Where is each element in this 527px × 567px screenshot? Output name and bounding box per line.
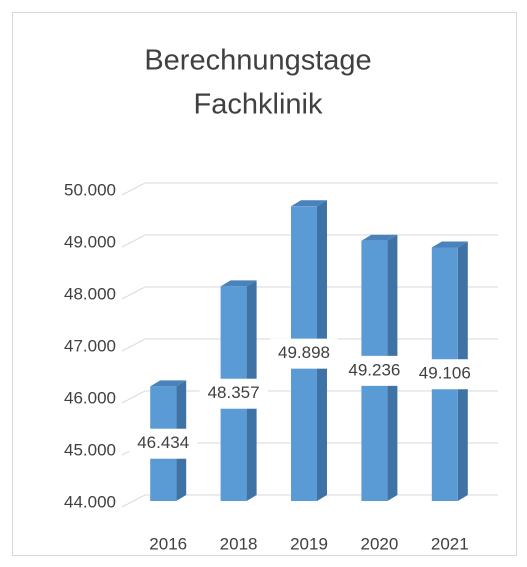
y-tick-label: 45.000 bbox=[64, 440, 116, 459]
bar-top bbox=[150, 380, 187, 387]
y-tick-label: 50.000 bbox=[64, 180, 116, 199]
grid-line bbox=[121, 182, 498, 196]
bar-top bbox=[291, 200, 327, 207]
bar-top bbox=[220, 280, 257, 287]
chart-title: Berechnungstage bbox=[144, 45, 371, 77]
y-tick-label: 49.000 bbox=[64, 232, 116, 251]
x-tick-label: 2021 bbox=[431, 534, 469, 553]
y-tick-label: 46.000 bbox=[64, 388, 116, 407]
y-tick-label: 44.000 bbox=[64, 492, 116, 511]
value-label-box bbox=[270, 338, 338, 369]
chart-title: Fachklinik bbox=[194, 89, 323, 121]
value-label: 49.106 bbox=[419, 364, 471, 383]
value-label: 49.898 bbox=[278, 343, 330, 362]
x-tick-label: 2018 bbox=[220, 534, 258, 553]
value-label-box bbox=[199, 378, 268, 409]
value-label: 46.434 bbox=[137, 433, 189, 452]
y-tick-label: 47.000 bbox=[64, 336, 116, 355]
x-tick-label: 2019 bbox=[290, 534, 328, 553]
bar-top bbox=[431, 241, 468, 248]
x-tick-label: 2016 bbox=[149, 534, 187, 553]
value-label: 48.357 bbox=[208, 383, 260, 402]
y-tick-label: 48.000 bbox=[64, 284, 116, 303]
x-tick-label: 2020 bbox=[360, 534, 398, 553]
value-label-box bbox=[410, 359, 479, 390]
value-label-box bbox=[129, 428, 198, 459]
value-label-box bbox=[340, 355, 409, 386]
value-label: 49.236 bbox=[348, 360, 400, 379]
bar-top bbox=[361, 234, 398, 241]
